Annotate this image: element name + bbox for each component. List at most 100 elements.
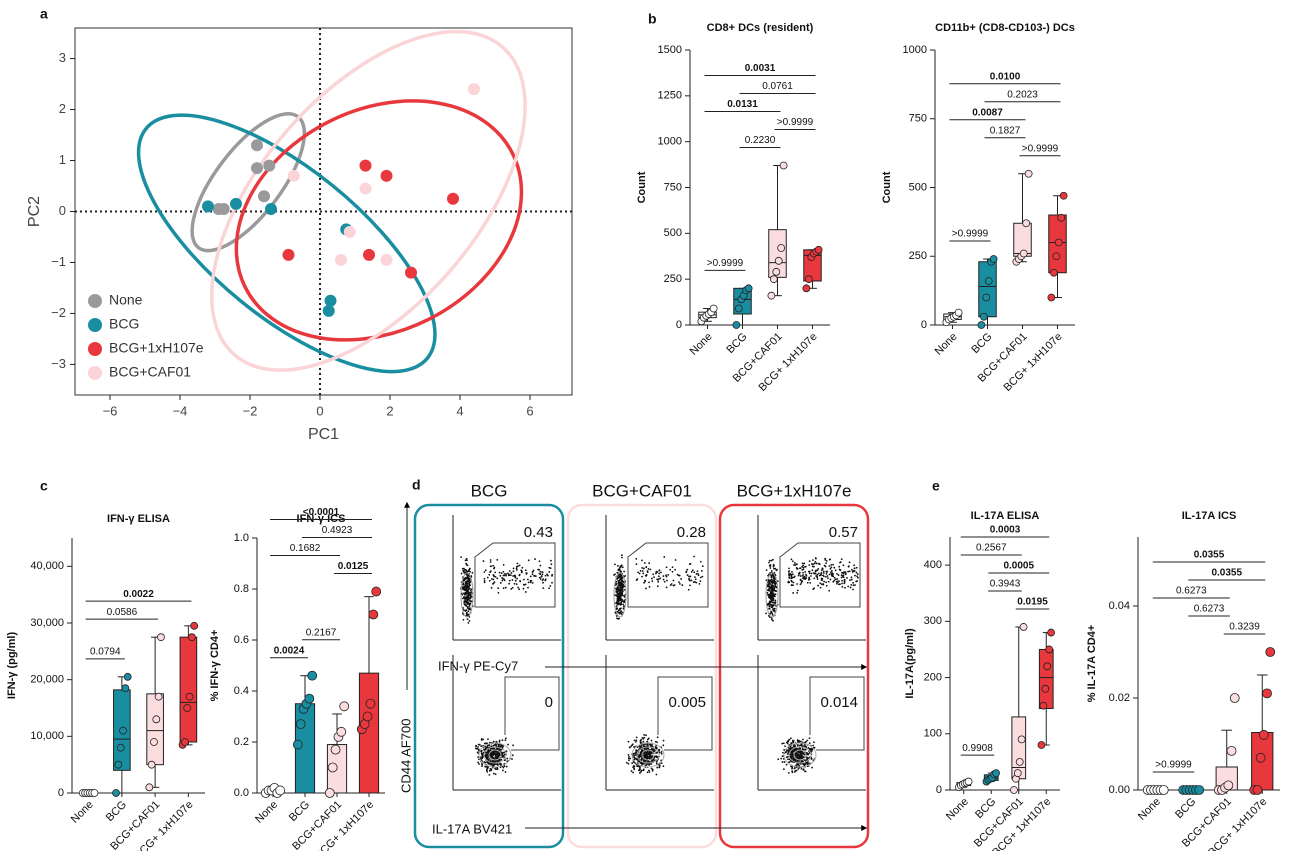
event-dot [694, 576, 696, 578]
event-dot [774, 603, 776, 605]
event-dot [844, 587, 846, 589]
x-tick-label: 0 [316, 403, 323, 418]
event-dot [667, 574, 669, 576]
p-value: 0.0131 [727, 99, 758, 110]
y-tick-label: 0.02 [1109, 692, 1130, 704]
event-dot [788, 570, 790, 572]
event-dot [788, 772, 790, 774]
event-dot [464, 592, 466, 594]
event-dot [497, 764, 499, 766]
point [1048, 294, 1055, 301]
event-dot [624, 596, 626, 598]
event-dot [633, 746, 635, 748]
event-dot [640, 755, 642, 757]
p-value: >0.9999 [777, 117, 814, 128]
event-dot [655, 741, 657, 743]
point [323, 305, 335, 317]
event-dot [508, 574, 510, 576]
event-dot [693, 571, 695, 573]
event-dot [769, 588, 771, 590]
event-dot [466, 570, 468, 572]
event-dot [841, 577, 843, 579]
event-dot [530, 580, 532, 582]
event-dot [791, 756, 793, 758]
event-dot [649, 569, 651, 571]
event-dot [697, 570, 699, 572]
event-dot [776, 569, 778, 571]
event-dot [492, 764, 494, 766]
event-dot [768, 583, 770, 585]
y-tick-label: 0 [59, 203, 66, 218]
y-tick-label: 1000 [903, 44, 927, 56]
event-dot [839, 569, 841, 571]
event-dot [485, 743, 487, 745]
y-axis-label: Count [881, 171, 893, 203]
event-dot [620, 582, 622, 584]
event-dot [771, 577, 773, 579]
event-dot [804, 754, 806, 756]
event-dot [467, 600, 469, 602]
point [1048, 629, 1055, 636]
event-dot [636, 736, 638, 738]
event-dot [616, 617, 618, 619]
event-dot [666, 580, 668, 582]
event-dot [616, 605, 618, 607]
event-dot [489, 580, 491, 582]
axis-label: CD44 AF700 [398, 719, 413, 793]
event-dot [647, 570, 649, 572]
point [288, 170, 300, 182]
y-tick-label: 0.04 [1109, 600, 1130, 612]
event-dot [790, 558, 792, 560]
event-dot [620, 565, 622, 567]
event-dot [792, 573, 794, 575]
page: a−6−4−20246−3−2−10123PC1PC2NoneBCGBCG+1x… [0, 0, 1290, 851]
event-dot [815, 570, 817, 572]
event-dot [780, 758, 782, 760]
event-dot [825, 576, 827, 578]
event-dot [788, 567, 790, 569]
event-dot [790, 766, 792, 768]
event-dot [622, 583, 624, 585]
event-dot [643, 582, 645, 584]
point [1230, 694, 1239, 703]
event-dot [484, 766, 486, 768]
event-dot [852, 582, 854, 584]
event-dot [535, 575, 537, 577]
group-frame [415, 505, 563, 847]
point [122, 685, 129, 692]
event-dot [640, 570, 642, 572]
event-dot [462, 582, 464, 584]
event-dot [852, 589, 854, 591]
point [815, 246, 822, 253]
event-dot [510, 574, 512, 576]
event-dot [471, 596, 473, 598]
event-dot [796, 563, 798, 565]
point [803, 285, 810, 292]
event-dot [793, 582, 795, 584]
x-tick-label: BCG [969, 331, 994, 356]
point [124, 673, 131, 680]
point [1018, 736, 1025, 743]
event-dot [832, 572, 834, 574]
event-dot [460, 556, 462, 558]
event-dot [687, 574, 689, 576]
p-value: 0.6273 [1176, 586, 1207, 597]
y-axis-label: IFN-γ (pg/ml) [6, 632, 18, 700]
y-tick-label: 1250 [658, 90, 682, 102]
event-dot [621, 592, 623, 594]
event-dot [493, 579, 495, 581]
event-dot [622, 566, 624, 568]
event-dot [527, 587, 529, 589]
event-dot [816, 575, 818, 577]
y-tick-label: −1 [51, 254, 66, 269]
event-dot [647, 744, 649, 746]
event-dot [499, 760, 501, 762]
chart-title: IL-17A ELISA [971, 510, 1040, 522]
x-tick-label: None [944, 796, 971, 823]
event-dot [507, 744, 509, 746]
point [191, 622, 198, 629]
event-dot [525, 569, 527, 571]
event-dot [770, 581, 772, 583]
event-dot [788, 749, 790, 751]
event-dot [496, 757, 498, 759]
